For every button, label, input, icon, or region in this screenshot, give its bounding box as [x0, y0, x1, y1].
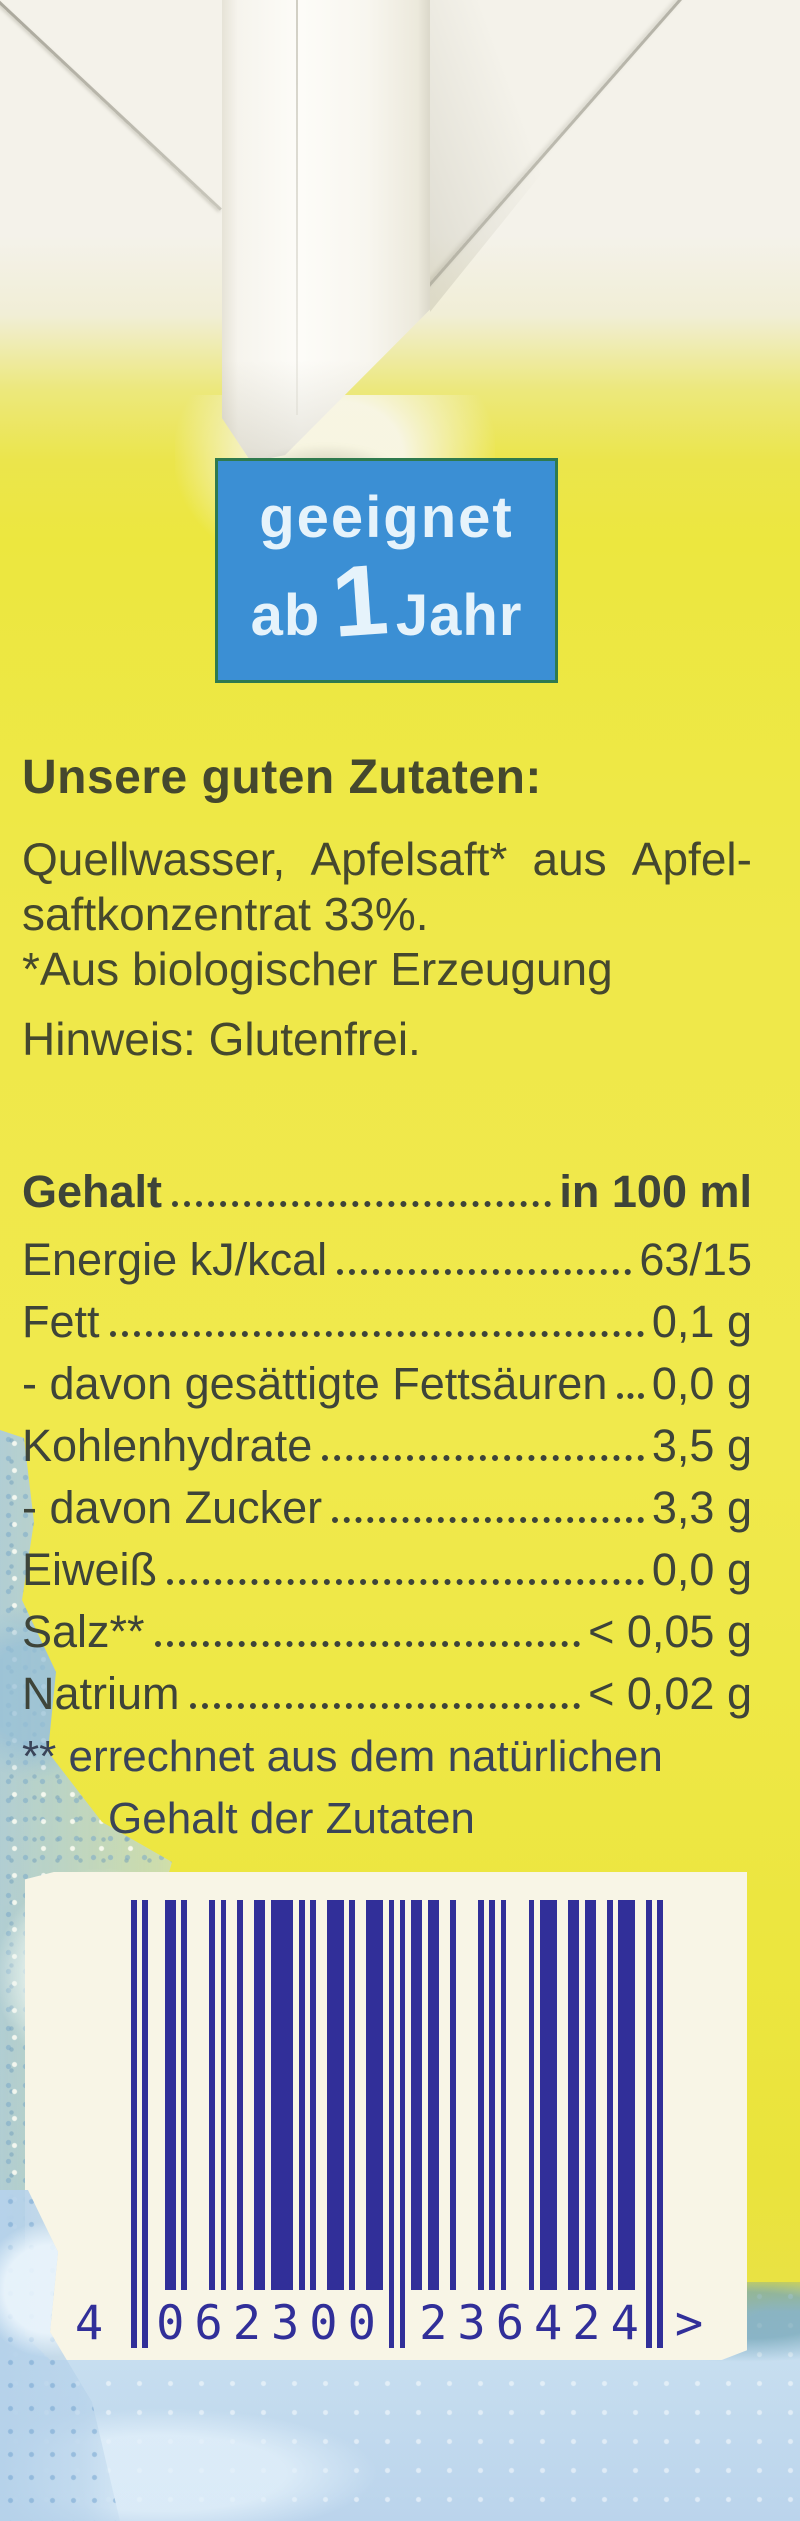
barcode-bar: [450, 1900, 456, 2290]
barcode-bar: [539, 1900, 557, 2290]
ingredients-heading: Unsere guten Zutaten:: [22, 751, 542, 804]
barcode-bar: [310, 1900, 316, 2290]
nutrient-label: Kohlenhydrate: [22, 1419, 313, 1471]
nutrition-row: Natrium < 0,02 g: [22, 1662, 752, 1724]
badge-word-ab: ab: [250, 583, 321, 648]
barcode-bar: [254, 1900, 266, 2290]
barcode-label: 4 062300 236424 >: [25, 1872, 747, 2360]
salt-footnote-line-2: Gehalt der Zutaten: [108, 1794, 475, 1843]
dot-leader: [337, 1269, 632, 1275]
salt-footnote: ** errechnet aus dem natürlichen Gehalt …: [22, 1726, 663, 1850]
nutrition-rows: Energie kJ/kcal 63/15 Fett 0,1 g- davon ges…: [22, 1228, 752, 1724]
ingredients-paragraph: Quellwasser, Apfelsaft* aus Apfel- saftk…: [22, 832, 752, 997]
dot-leader: [172, 1201, 552, 1207]
barcode-bar: [478, 1900, 484, 2290]
nutrition-row: Eiweiß 0,0 g: [22, 1538, 752, 1600]
barcode-bar: [349, 1900, 355, 2290]
nutrition-row: Kohlenhydrate 3,5 g: [22, 1414, 752, 1476]
barcode-bar: [584, 1900, 596, 2290]
barcode-bar: [388, 1900, 395, 2348]
barcode-bar: [131, 1900, 137, 2348]
nutrition-row: - davon Zucker 3,3 g: [22, 1476, 752, 1538]
badge-word-jahr: Jahr: [395, 583, 523, 648]
nutrient-value: 0,0 g: [651, 1543, 752, 1595]
barcode-bar: [567, 1900, 579, 2290]
nutrition-row: Salz** < 0,05 g: [22, 1600, 752, 1662]
barcode-bar: [528, 1900, 535, 2290]
fold-crease-left: [0, 0, 222, 211]
badge-text-ab-1-jahr: ab 1 Jahr: [218, 543, 555, 659]
barcode-bar: [299, 1900, 305, 2290]
nutrient-label: - davon gesättigte Fettsäuren: [22, 1357, 608, 1409]
ingredient-word: Quellwasser,: [22, 833, 286, 885]
nutrient-value: 0,0 g: [651, 1357, 752, 1409]
barcode-bar: [237, 1900, 243, 2290]
seam-inner-crease: [296, 0, 298, 415]
carton-seam-strip: [222, 0, 430, 462]
ingredient-word: Apfel-: [631, 833, 752, 885]
barcode-bar: [500, 1900, 507, 2290]
nutrient-value: 0,1 g: [651, 1295, 752, 1347]
barcode-bar: [427, 1900, 439, 2290]
dot-leader: [322, 1455, 644, 1461]
nutrition-table: Gehalt in 100 ml Energie kJ/kcal 63/15 Fet…: [22, 1160, 752, 1724]
salt-footnote-line-1: ** errechnet aus dem natürlichen: [22, 1732, 663, 1781]
ean-barcode: [131, 1900, 665, 2348]
barcode-bar: [646, 1900, 652, 2348]
barcode-bar: [271, 1900, 294, 2290]
barcode-bar: [366, 1900, 383, 2290]
barcode-bar: [657, 1900, 663, 2348]
nutrient-label: Eiweiß: [22, 1543, 158, 1595]
barcode-bar: [618, 1900, 635, 2290]
barcode-bar: [399, 1900, 406, 2348]
nutrient-label: Energie kJ/kcal: [22, 1233, 328, 1285]
badge-text-geeignet: geeignet: [259, 485, 514, 550]
barcode-bar: [181, 1900, 187, 2290]
nutrition-row: - davon gesättigte Fettsäuren 0,0 g: [22, 1352, 752, 1414]
nutrient-label: - davon Zucker: [22, 1481, 323, 1533]
nutrient-value: < 0,05 g: [588, 1605, 752, 1657]
barcode-bar: [327, 1900, 344, 2290]
nutrition-header-label: Gehalt: [22, 1165, 163, 1217]
carton-fold-shading: [430, 0, 682, 312]
barcode-bar: [209, 1900, 215, 2290]
ingredients-line-2: saftkonzentrat 33%.: [22, 888, 429, 940]
barcode-end-character: >: [674, 2296, 704, 2351]
nutrient-label: Salz**: [22, 1605, 145, 1657]
dot-leader: [332, 1517, 644, 1523]
nutrition-row: Fett 0,1 g: [22, 1290, 752, 1352]
nutrient-value: < 0,02 g: [588, 1667, 752, 1719]
badge-digit-one: 1: [328, 543, 392, 659]
nutrition-header-row: Gehalt in 100 ml: [22, 1160, 752, 1222]
nutrition-row: Energie kJ/kcal 63/15: [22, 1228, 752, 1290]
barcode-bar: [142, 1900, 148, 2348]
barcode-right-digits: 236424: [419, 2296, 649, 2351]
barcode-bar: [607, 1900, 613, 2290]
dot-leader: [189, 1703, 581, 1709]
dot-leader: [109, 1331, 644, 1337]
dot-leader: [167, 1579, 644, 1585]
barcode-lead-digit: 4: [74, 2296, 104, 2351]
barcode-left-digits: 062300: [156, 2296, 386, 2351]
barcode-bar: [489, 1900, 495, 2290]
ingredient-word: Apfelsaft*: [310, 833, 508, 885]
ingredients-line-1: Quellwasser, Apfelsaft* aus Apfel-: [22, 832, 752, 887]
nutrient-label: Fett: [22, 1295, 100, 1347]
barcode-bar: [411, 1900, 423, 2290]
dot-leader: [617, 1393, 644, 1399]
gluten-free-notice: Hinweis: Glutenfrei.: [22, 1013, 421, 1065]
nutrient-value: 63/15: [639, 1233, 752, 1285]
barcode-bar: [164, 1900, 176, 2290]
organic-footnote: *Aus biologischer Erzeugung: [22, 943, 613, 995]
nutrient-value: 3,3 g: [651, 1481, 752, 1533]
nutrient-label: Natrium: [22, 1667, 180, 1719]
nutrition-header-value: in 100 ml: [559, 1165, 752, 1217]
barcode-bar: [220, 1900, 227, 2290]
dot-leader: [154, 1641, 581, 1647]
age-badge: geeignet ab 1 Jahr: [215, 458, 558, 683]
nutrient-value: 3,5 g: [651, 1419, 752, 1471]
ingredient-word: aus: [532, 833, 607, 885]
